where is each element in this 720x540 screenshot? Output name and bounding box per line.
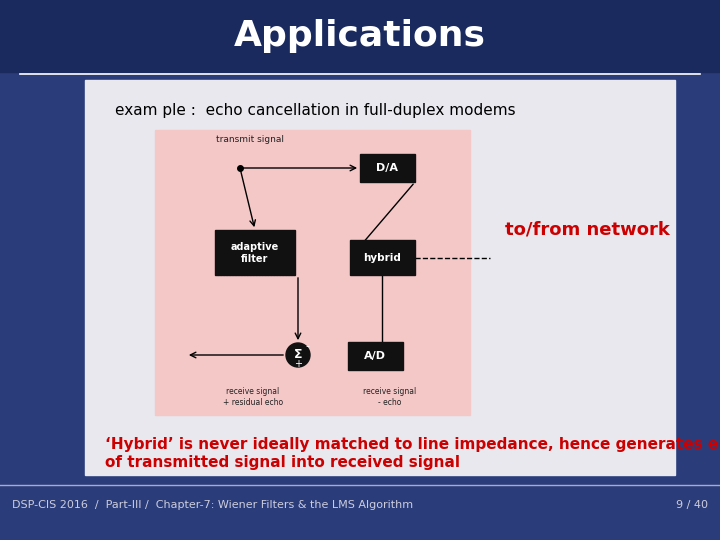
Text: receive signal
+ residual echo: receive signal + residual echo [223, 387, 283, 407]
Text: hybrid: hybrid [363, 253, 401, 263]
Text: +: + [294, 359, 302, 369]
Circle shape [286, 343, 310, 367]
Bar [215, 230, 295, 275]
Text: of transmitted signal into received signal: of transmitted signal into received sign… [105, 455, 460, 469]
Text: ‘Hybrid’ is never ideally matched to line impedance, hence generates echo: ‘Hybrid’ is never ideally matched to lin… [105, 437, 720, 453]
Text: Σ: Σ [294, 348, 302, 361]
Text: adaptive
filter: adaptive filter [231, 242, 279, 264]
Bar [155, 130, 470, 415]
Text: receive signal
- echo: receive signal - echo [364, 387, 417, 407]
Bar [85, 80, 675, 475]
Text: to/from network: to/from network [505, 221, 670, 239]
Text: -: - [305, 341, 309, 351]
Text: transmit signal: transmit signal [216, 136, 284, 145]
Text: Applications: Applications [234, 19, 486, 53]
Text: A/D: A/D [364, 351, 386, 361]
Bar [348, 342, 403, 370]
Text: DSP-CIS 2016  /  Part-III /  Chapter-7: Wiener Filters & the LMS Algorithm: DSP-CIS 2016 / Part-III / Chapter-7: Wie… [12, 500, 413, 510]
Bar [350, 240, 415, 275]
Text: D/A: D/A [376, 163, 398, 173]
Bar [0, 0, 720, 72]
Text: exam ple :  echo cancellation in full-duplex modems: exam ple : echo cancellation in full-dup… [115, 103, 516, 118]
Bar [360, 154, 415, 182]
Text: 9 / 40: 9 / 40 [676, 500, 708, 510]
